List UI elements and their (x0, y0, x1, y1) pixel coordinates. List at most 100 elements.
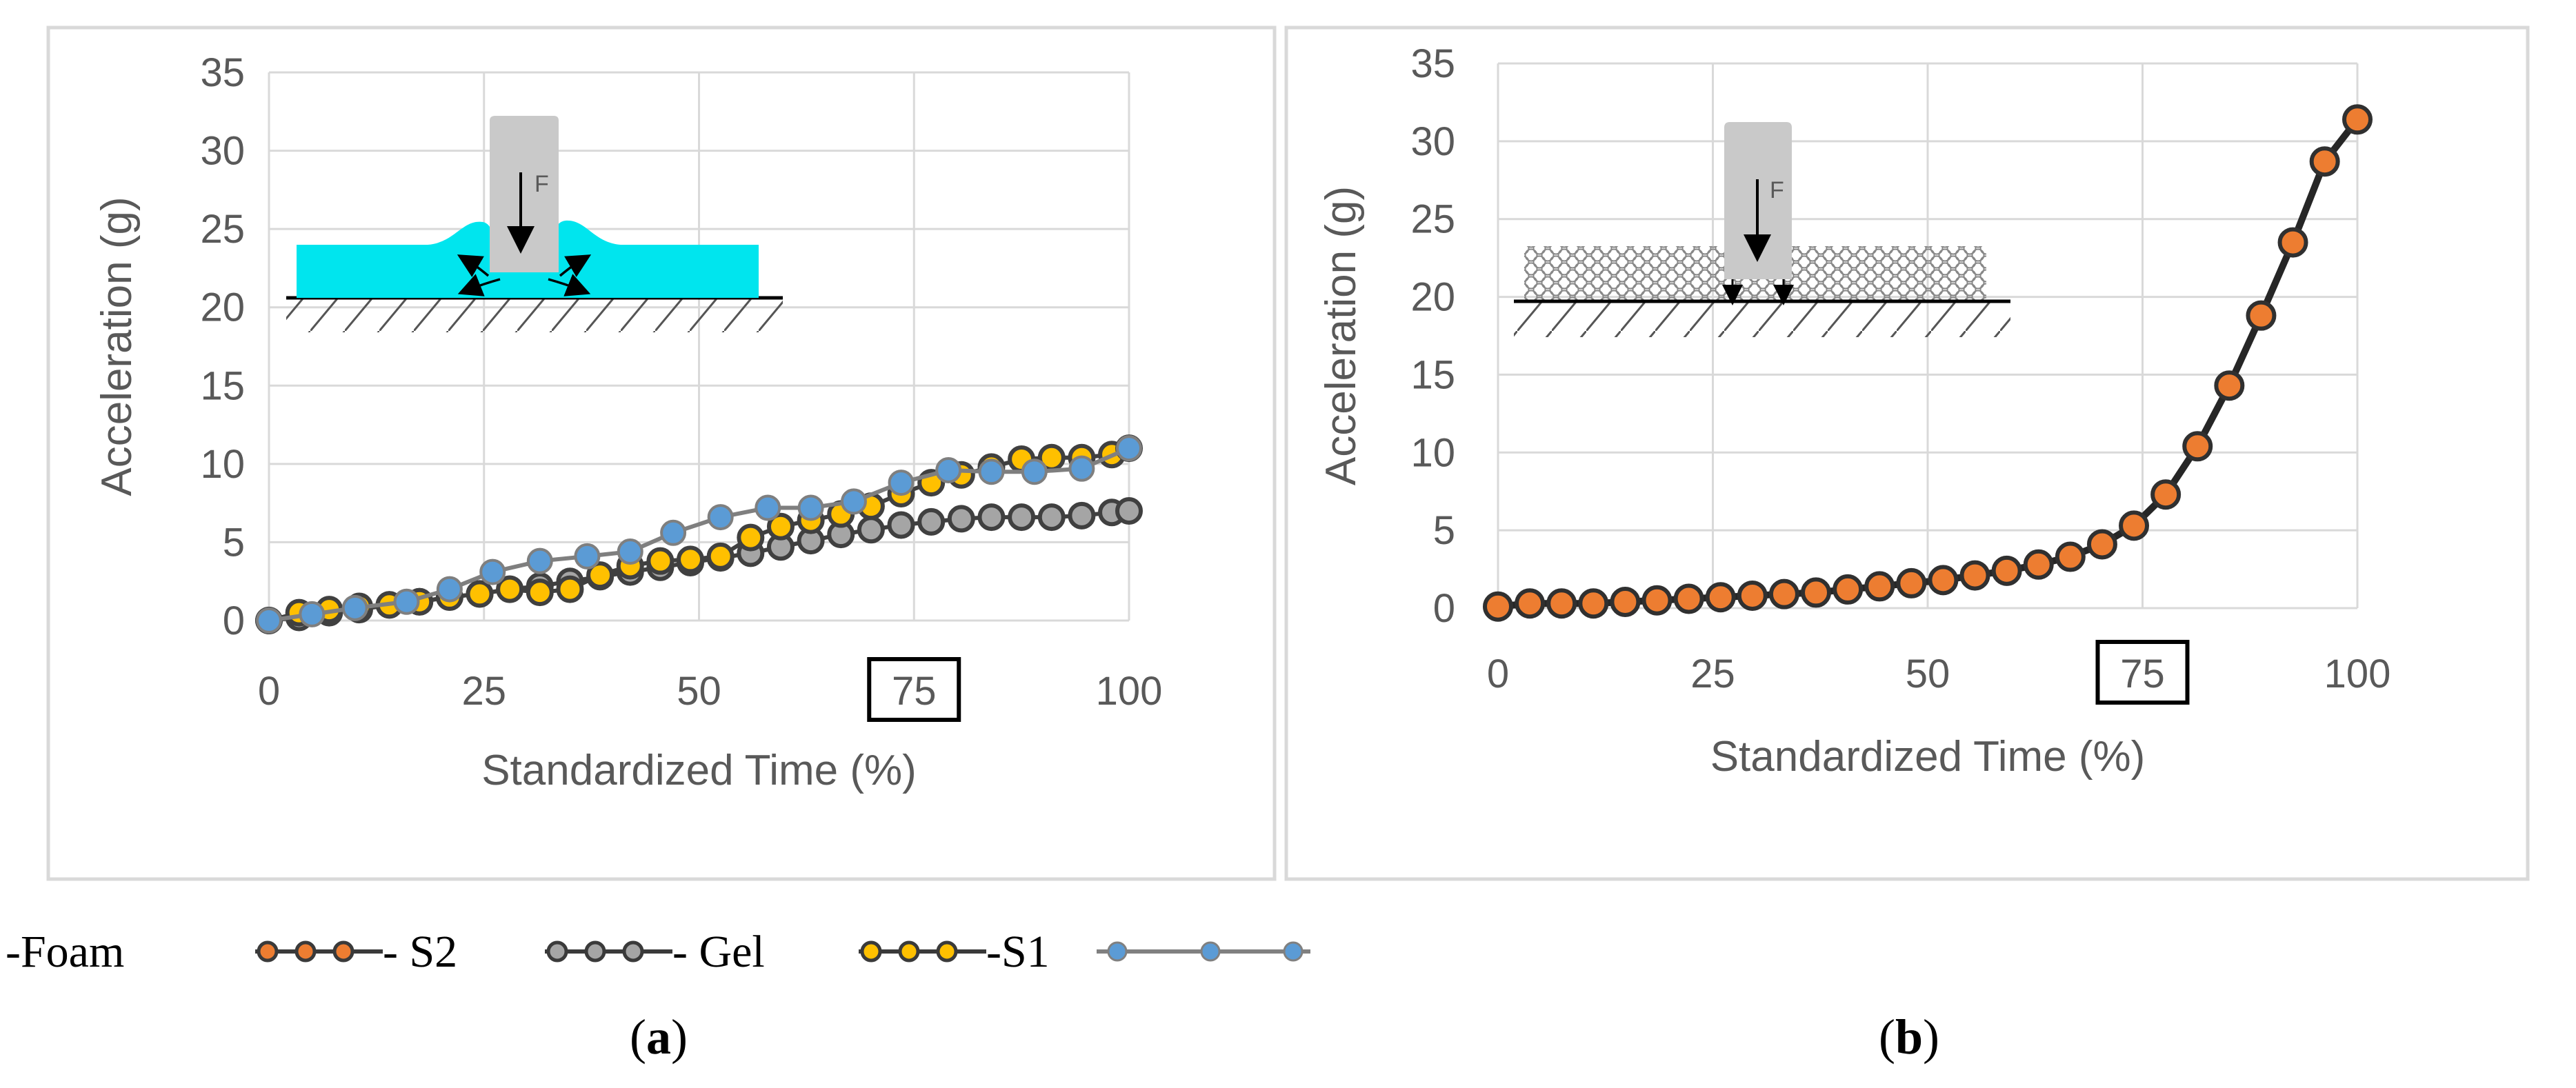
chart-a: 0 5 10 15 20 25 30 35 0 25 50 75 100 Standardized Tim… (93, 50, 1162, 794)
data-point-gel (556, 575, 584, 603)
y-tick-label: 15 (1410, 352, 1455, 397)
data-point-foam (1833, 574, 1864, 605)
x-tick-label: 25 (461, 669, 506, 714)
chart-b: 0 5 10 15 20 25 30 35 0 25 50 75 100 Standardized Tim… (1317, 41, 2390, 780)
data-point-gel (677, 545, 705, 574)
data-point-foam (1864, 571, 1895, 602)
x-axis-label: Standardized Time (%) (1710, 733, 2146, 780)
legend-swatch-s2 (545, 940, 672, 963)
y-axis-label: Acceleration (g) (1317, 186, 1365, 485)
legend: -Foam - S2 - Gel -S1 (6, 927, 1310, 977)
data-point-foam (1483, 591, 1513, 622)
data-point-s1 (1068, 455, 1095, 482)
data-point-s1 (660, 519, 687, 546)
data-point-s1 (574, 543, 601, 570)
legend-swatch-s1 (1097, 941, 1310, 962)
caption-a: (a) (630, 1009, 688, 1065)
data-point-s1 (935, 456, 962, 483)
data-point-foam (1641, 585, 1673, 616)
hatched-ground-a (286, 298, 783, 332)
data-point-s1 (840, 488, 867, 515)
data-point-s1 (755, 494, 781, 521)
data-point-foam (1546, 588, 1577, 619)
data-point-s2 (917, 507, 946, 536)
data-point-foam (2246, 300, 2277, 331)
legend-swatch-foam (255, 940, 383, 963)
y-tick-label: 20 (1410, 275, 1455, 320)
data-point-foam (1673, 583, 1704, 614)
y-tick-label: 0 (223, 598, 245, 643)
data-point-s1 (707, 504, 734, 531)
data-point-s1 (393, 588, 420, 615)
y-tick-label: 15 (200, 363, 245, 408)
force-label-b: F (1770, 177, 1784, 203)
data-point-foam (1991, 555, 2022, 586)
data-point-gel (706, 542, 735, 570)
data-point-s1 (526, 547, 553, 574)
x-tick-label: 50 (677, 669, 721, 714)
data-point-gel (737, 523, 765, 552)
data-point-foam (1578, 588, 1609, 619)
data-point-foam (1928, 565, 1959, 596)
data-point-s1 (888, 470, 915, 496)
y-tick-label: 5 (223, 520, 245, 565)
y-axis-label: Acceleration (g) (93, 197, 141, 496)
data-point-foam (1959, 560, 1990, 591)
data-point-foam (1768, 578, 1799, 610)
data-point-s1 (617, 538, 643, 565)
x-tick-label: 25 (1690, 652, 1735, 696)
y-tick-label: 25 (1410, 197, 1455, 242)
data-point-foam (1896, 567, 1927, 598)
data-point-gel (646, 547, 675, 575)
data-point-foam (2023, 549, 2054, 580)
data-point-s1 (436, 576, 463, 603)
data-point-gel (766, 512, 795, 541)
x-tick-label: 100 (2324, 652, 2391, 696)
data-point-foam (2342, 104, 2373, 135)
data-point-s2 (857, 516, 885, 544)
data-point-gel (526, 578, 554, 607)
gel-impact-diagram: F (286, 116, 783, 332)
data-point-gel (466, 580, 494, 608)
flow-arrows (457, 254, 592, 296)
series-s1 (256, 435, 1142, 634)
data-point-s1 (797, 494, 824, 521)
foam-impact-diagram: F (1514, 122, 2010, 337)
x-tick-label: 100 (1096, 669, 1163, 714)
x-tick-label: 75 (892, 669, 937, 714)
y-tick-label: 5 (1433, 508, 1455, 553)
y-tick-label: 35 (200, 50, 245, 95)
series-line-foam (1497, 117, 2360, 610)
legend-label-s1: -S1 (986, 927, 1050, 977)
data-point-s2 (947, 505, 975, 533)
x-tick-label: 0 (258, 669, 280, 714)
data-point-foam (2214, 370, 2245, 401)
x-axis-label: Standardized Time (%) (481, 747, 917, 794)
data-point-s1 (341, 594, 368, 621)
data-point-foam (2119, 510, 2150, 541)
y-tick-label: 30 (1410, 119, 1455, 164)
caption-b: (b) (1879, 1009, 1939, 1065)
data-point-foam (1705, 582, 1736, 613)
data-point-s1 (978, 459, 1005, 485)
data-point-s1 (479, 558, 506, 585)
y-tick-label: 0 (1433, 586, 1455, 631)
gel-layer (297, 220, 759, 298)
y-tick-label: 35 (1410, 41, 1455, 86)
data-point-s2 (887, 511, 915, 539)
data-point-foam (2309, 146, 2340, 177)
highlight-box-75 (2095, 640, 2190, 705)
data-point-s2 (1068, 501, 1096, 530)
y-tick-label: 10 (200, 442, 245, 487)
data-point-s2 (1008, 503, 1036, 532)
legend-swatch-gel (859, 940, 986, 963)
series-foam (1483, 104, 2373, 622)
x-tick-label: 50 (1906, 652, 1950, 696)
data-point-s2 (1115, 497, 1143, 525)
data-point-foam (1801, 577, 1832, 608)
x-tick-label: 0 (1487, 652, 1509, 696)
y-tick-label: 20 (200, 285, 245, 330)
data-point-gel (496, 575, 524, 603)
y-tick-label: 30 (200, 129, 245, 174)
y-tick-label: 25 (200, 207, 245, 252)
